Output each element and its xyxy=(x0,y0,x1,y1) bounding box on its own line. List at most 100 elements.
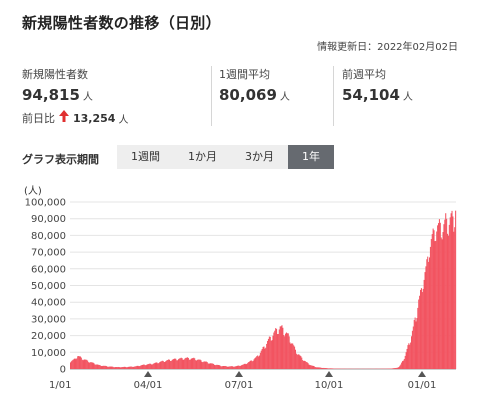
x-tick-label: 07/01 xyxy=(225,380,254,391)
bar xyxy=(330,368,332,369)
bar xyxy=(132,366,134,369)
bar xyxy=(426,259,428,369)
bar xyxy=(282,327,284,369)
tab-3-months[interactable]: 3か月 xyxy=(245,150,274,163)
bar xyxy=(127,366,129,369)
bar xyxy=(163,362,165,369)
bar xyxy=(179,358,181,369)
bar xyxy=(263,346,265,369)
stat-prev-week-avg-value: 54,104 xyxy=(342,86,400,104)
bar xyxy=(166,360,168,369)
bar xyxy=(231,366,234,369)
bar xyxy=(168,359,170,369)
bar xyxy=(143,364,145,369)
bar xyxy=(207,363,209,369)
bar xyxy=(156,362,158,369)
bar xyxy=(291,343,293,369)
bar xyxy=(211,363,213,369)
bar xyxy=(294,346,296,369)
bar xyxy=(407,345,409,369)
bar xyxy=(73,358,75,369)
bar xyxy=(420,289,422,369)
bar xyxy=(443,224,445,369)
bar xyxy=(312,365,314,369)
bar xyxy=(321,367,323,369)
bar xyxy=(261,349,263,369)
bar xyxy=(206,362,208,369)
y-tick-label: 50,000 xyxy=(31,281,66,292)
bar xyxy=(78,356,80,369)
bar xyxy=(242,364,244,369)
bar xyxy=(213,363,215,369)
bar xyxy=(434,241,436,369)
tab-1-year[interactable]: 1年 xyxy=(288,145,334,169)
bar xyxy=(182,359,184,369)
stat-prev-week-avg-label: 前週平均 xyxy=(342,68,386,81)
y-tick-label: 60,000 xyxy=(31,264,66,275)
bar xyxy=(428,261,430,369)
bar xyxy=(403,358,405,369)
x-tick-marker-icon xyxy=(144,371,152,377)
bar xyxy=(438,219,440,369)
bar xyxy=(419,295,421,369)
bar xyxy=(140,365,142,369)
bar xyxy=(455,210,457,369)
y-tick-label: 30,000 xyxy=(31,314,66,325)
bar xyxy=(150,363,152,369)
bar xyxy=(201,361,203,369)
bar xyxy=(294,349,296,369)
x-tick-marker-icon xyxy=(325,371,333,377)
bar xyxy=(138,366,140,369)
bar xyxy=(87,360,89,369)
bar xyxy=(425,266,427,369)
bar xyxy=(233,366,235,369)
bar xyxy=(303,360,305,369)
page-title: 新規陽性者数の推移（日別） xyxy=(22,14,221,32)
bar xyxy=(226,366,228,369)
bar xyxy=(164,361,166,369)
bar xyxy=(453,231,455,369)
bar xyxy=(442,232,444,369)
bar xyxy=(260,350,262,369)
bar xyxy=(106,366,108,369)
bar xyxy=(159,362,161,369)
bar xyxy=(152,363,154,369)
bar xyxy=(332,368,334,369)
bar xyxy=(320,367,322,369)
bar xyxy=(222,366,224,369)
stat-week-avg-unit: 人 xyxy=(279,92,290,103)
bar xyxy=(100,365,102,369)
bar xyxy=(300,356,302,369)
bar xyxy=(440,237,442,369)
bar xyxy=(180,357,182,369)
bar xyxy=(232,366,234,369)
bar xyxy=(276,328,278,369)
bar xyxy=(224,365,226,369)
bar xyxy=(99,365,101,369)
bar xyxy=(437,225,439,369)
tab-1-week[interactable]: 1週間 xyxy=(131,150,160,163)
bar xyxy=(392,368,394,369)
bar xyxy=(212,363,214,369)
bar xyxy=(177,359,180,369)
bar xyxy=(267,338,269,369)
y-tick-label: 90,000 xyxy=(31,214,66,225)
bar xyxy=(433,230,435,369)
bar xyxy=(319,367,321,369)
bar xyxy=(323,367,325,369)
bar xyxy=(141,364,144,369)
bar xyxy=(303,360,305,369)
bar xyxy=(227,366,229,369)
bar xyxy=(331,368,333,369)
bar xyxy=(321,367,323,369)
bar xyxy=(225,366,227,369)
bar xyxy=(96,364,99,369)
bar xyxy=(114,367,117,369)
bar xyxy=(217,364,219,369)
bar xyxy=(447,233,449,369)
bar xyxy=(307,363,309,369)
bar xyxy=(229,366,231,369)
tab-1-month[interactable]: 1か月 xyxy=(188,150,217,163)
bar xyxy=(220,366,222,369)
bar xyxy=(292,343,294,369)
